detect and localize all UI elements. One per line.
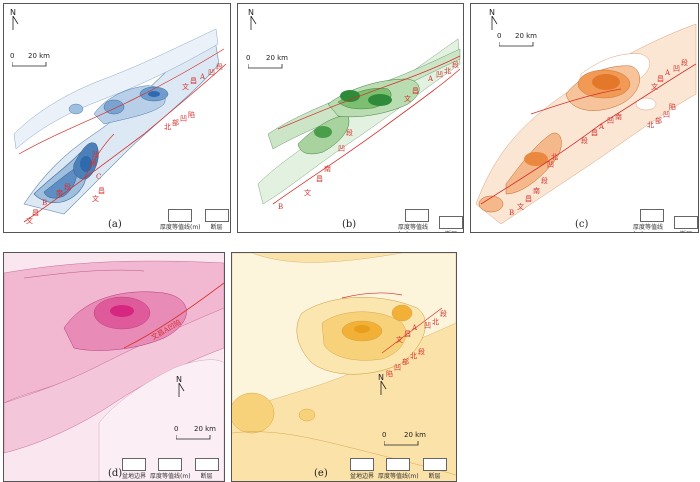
basin-boundary-legend-icon — [122, 458, 146, 471]
north-arrow-icon — [12, 16, 19, 30]
north-arrow-a: N — [10, 8, 16, 17]
basin-boundary-legend-icon — [350, 458, 374, 471]
panel-label-d: (d) — [108, 468, 123, 479]
scale-bar-icon — [248, 64, 283, 69]
map-panel-c: N 0 20 km (c) 厚度等值线(m) 断层 昌 A 凹 段 文 昌 A … — [470, 3, 699, 233]
scale-bar-icon — [384, 441, 419, 446]
scale-zero-e: 0 — [382, 431, 387, 439]
north-arrow-icon — [178, 383, 185, 397]
panel-label-b: (b) — [342, 219, 357, 230]
map-b-drawing — [257, 38, 461, 205]
scale-bar-icon — [499, 42, 534, 47]
map-panel-b: N 0 20 km (b) 厚度等值线(m) 断层 A 凹 北 段 昌 文 段 … — [237, 3, 464, 233]
scale-distance-e: 20 km — [404, 431, 427, 439]
contour-legend-icon — [639, 209, 664, 222]
north-arrow-c: N — [489, 8, 495, 17]
fault-legend-icon — [194, 458, 219, 471]
legend-c: 厚度等值线(m) 断层 — [633, 209, 698, 232]
panel-label-c: (c) — [575, 219, 589, 230]
scale-zero-c: 0 — [497, 32, 502, 40]
panel-label-e: (e) — [314, 468, 328, 479]
contour-legend-icon — [168, 209, 193, 222]
map-a-drawing — [13, 28, 227, 223]
scale-bar-icon — [176, 435, 211, 440]
contour-legend-icon — [386, 458, 411, 471]
scale-zero-d: 0 — [174, 425, 179, 433]
north-arrow-b: N — [248, 8, 254, 17]
legend-e: 盆地边界 厚度等值线(m) 断层 — [350, 458, 447, 480]
legend-b: 厚度等值线(m) 断层 — [398, 209, 463, 232]
north-arrow-icon — [380, 381, 387, 395]
fault-legend-icon — [439, 216, 463, 229]
north-arrow-icon — [491, 16, 498, 30]
scale-distance-c: 20 km — [515, 32, 538, 40]
north-arrow-d: N — [176, 375, 182, 384]
map-c-drawing — [475, 23, 697, 225]
scale-distance-b: 20 km — [266, 54, 289, 62]
scale-zero-a: 0 — [10, 52, 15, 60]
legend-a: 厚度等值线(m) 断层 — [160, 209, 229, 231]
map-panel-e: N 0 20 km (e) 盆地边界 厚度等值线(m) 断层 段 A 北 凹 昌… — [231, 252, 457, 482]
north-arrow-e: N — [378, 373, 384, 382]
legend-d: 盆地边界 厚度等值线(m) 断层 — [122, 458, 219, 480]
map-d-drawing — [4, 253, 224, 481]
contour-legend-icon — [158, 458, 183, 471]
scale-bar-icon — [12, 62, 47, 67]
panel-label-a: (a) — [108, 219, 122, 230]
north-arrow-icon — [250, 16, 257, 30]
map-e-drawing — [232, 253, 456, 481]
scale-distance-d: 20 km — [194, 425, 217, 433]
map-panel-a: N 0 20 km (a) 厚度等值线(m) 断层 昌 A 凹 段 文 北 部 … — [3, 3, 231, 233]
scale-distance-a: 20 km — [28, 52, 51, 60]
scale-zero-b: 0 — [246, 54, 251, 62]
fault-legend-icon — [674, 216, 698, 229]
contour-legend-icon — [404, 209, 429, 222]
map-panel-d: N 0 20 km (d) 盆地边界 厚度等值线(m) 断层 文昌A凹陷 — [3, 252, 225, 482]
fault-legend-icon — [422, 458, 447, 471]
fault-legend-icon — [204, 209, 229, 222]
